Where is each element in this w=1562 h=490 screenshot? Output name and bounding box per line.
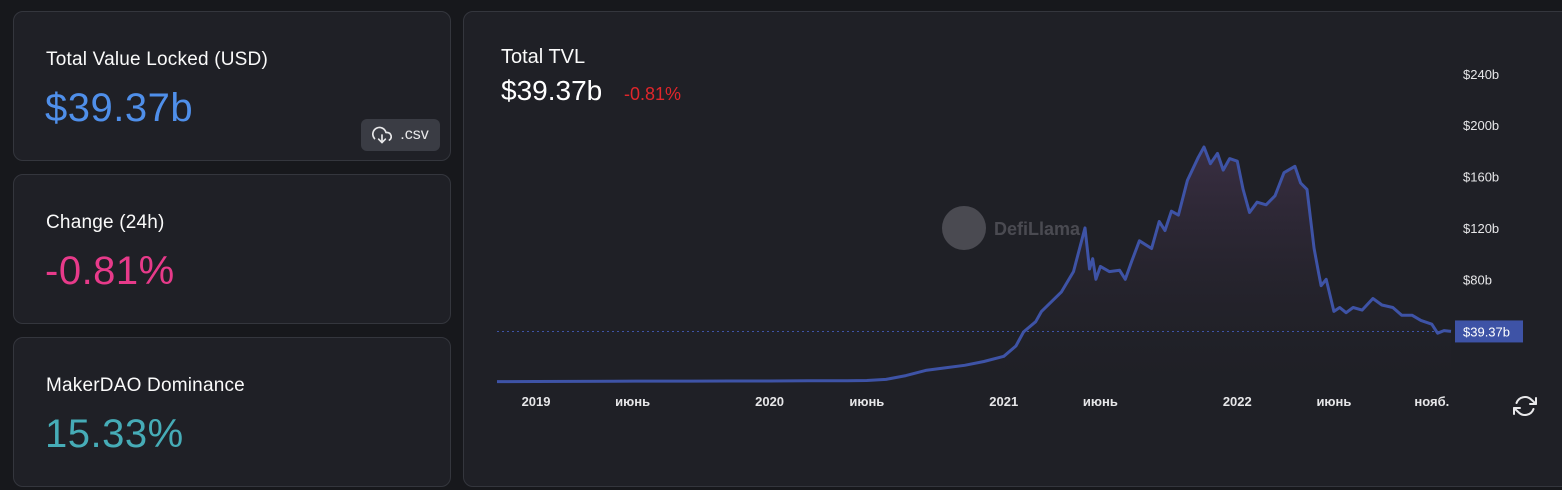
reset-zoom-icon[interactable] <box>1513 394 1537 418</box>
tvl-series-line <box>496 145 1452 384</box>
tvl-card: Total Value Locked (USD) $39.37b .csv <box>13 11 451 161</box>
tvl-area <box>497 147 1451 382</box>
x-tick-label: июнь <box>1083 394 1118 409</box>
csv-label: .csv <box>400 126 429 143</box>
download-csv-button[interactable]: .csv <box>361 119 440 151</box>
change-card: Change (24h) -0.81% <box>13 174 451 324</box>
dominance-card-value: 15.33% <box>45 412 184 456</box>
x-tick-label: июнь <box>849 394 884 409</box>
current-value-label: $39.37b <box>1463 324 1510 339</box>
tvl-card-title: Total Value Locked (USD) <box>46 49 268 70</box>
cloud-download-icon <box>372 126 393 144</box>
tvl-card-value: $39.37b <box>45 86 194 130</box>
y-tick-label: $160b <box>1463 170 1499 185</box>
change-card-value: -0.81% <box>45 249 175 293</box>
tvl-chart[interactable]: DefiLlama $39.37b $240b $200b $160b $120b $80b… <box>464 12 1562 488</box>
chart-title: Total TVL <box>501 46 586 68</box>
x-tick-label: июнь <box>1316 394 1351 409</box>
x-tick-label: 2021 <box>989 394 1018 409</box>
x-tick-label: нояб. <box>1414 394 1449 409</box>
tvl-chart-card: DefiLlama $39.37b $240b $200b $160b $120b $80b… <box>463 11 1562 487</box>
y-tick-label: $80b <box>1463 272 1492 287</box>
defillama-watermark: DefiLlama <box>942 206 1081 250</box>
x-tick-label: 2019 <box>522 394 551 409</box>
change-card-title: Change (24h) <box>46 212 165 233</box>
chart-total-value: $39.37b <box>501 75 603 106</box>
chart-change-value: -0.81% <box>624 84 682 104</box>
watermark-text: DefiLlama <box>994 219 1081 239</box>
x-tick-label: июнь <box>615 394 650 409</box>
dominance-card: MakerDAO Dominance 15.33% <box>13 337 451 487</box>
llama-logo-icon <box>942 206 986 250</box>
y-tick-label: $200b <box>1463 118 1499 133</box>
dominance-card-title: MakerDAO Dominance <box>46 375 245 396</box>
y-tick-label: $120b <box>1463 221 1499 236</box>
x-tick-label: 2020 <box>755 394 784 409</box>
current-value-tag <box>1455 320 1523 343</box>
y-tick-label: $240b <box>1463 67 1499 82</box>
x-tick-label: 2022 <box>1223 394 1252 409</box>
